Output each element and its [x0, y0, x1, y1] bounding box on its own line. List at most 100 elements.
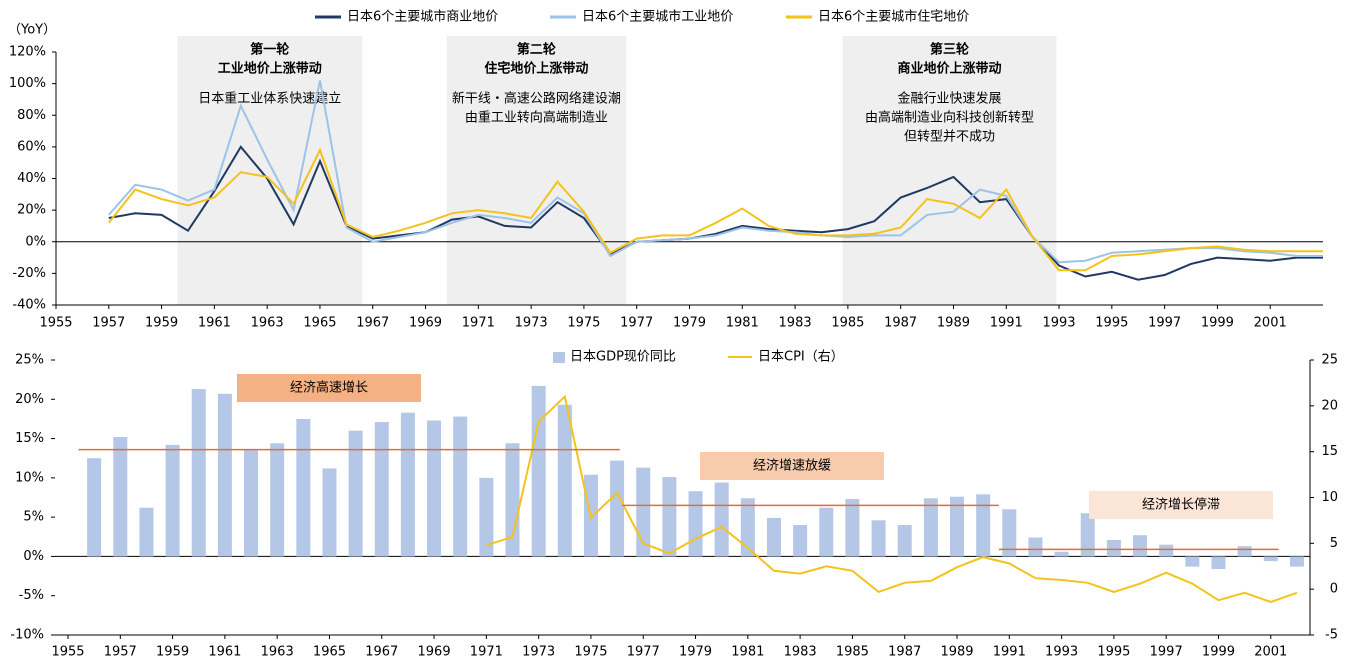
x-tick-label: 1993	[1045, 645, 1078, 660]
bar	[636, 467, 651, 557]
x-tick-label: 1957	[92, 316, 125, 331]
x-tick-label: 1969	[409, 316, 442, 331]
x-tick-label: 1975	[574, 645, 607, 660]
legend-label: 日本6个主要城市工业地价	[582, 9, 733, 25]
legend-label: 日本CPI（右）	[758, 350, 844, 365]
x-tick-label: 1961	[208, 645, 241, 660]
y-tick-label: 100%	[9, 76, 46, 91]
x-tick-label: 1981	[731, 645, 764, 660]
bar	[531, 385, 546, 557]
x-tick-label: 1965	[303, 316, 336, 331]
bar	[165, 444, 180, 557]
bar	[479, 477, 494, 557]
bar	[1263, 556, 1278, 562]
x-tick-label: 2001	[1254, 316, 1287, 331]
period-title: 第三轮	[930, 42, 969, 58]
x-tick-label: 1959	[145, 316, 178, 331]
x-tick-label: 1965	[313, 645, 346, 660]
period-title: 第一轮	[250, 42, 289, 58]
x-tick-label: 1977	[620, 316, 653, 331]
bar	[453, 416, 468, 557]
period-text: 金融行业快速发展	[897, 91, 1001, 107]
bar	[793, 525, 808, 557]
bar	[976, 494, 991, 557]
x-tick-label: 1997	[1148, 316, 1181, 331]
y2-tick-label: 5	[1330, 536, 1338, 551]
y2-tick-label: 15	[1321, 444, 1338, 459]
line-series	[108, 80, 1323, 264]
x-tick-label: 1991	[990, 316, 1023, 331]
bar	[322, 468, 337, 557]
x-tick-label: 1967	[356, 316, 389, 331]
x-tick-label: 1999	[1201, 316, 1234, 331]
period-text: 由重工业转向高端制造业	[465, 110, 608, 126]
phase-label: 经济增速放缓	[753, 459, 831, 474]
x-tick-label: 1985	[831, 316, 864, 331]
bar	[244, 450, 259, 557]
bar	[1054, 551, 1069, 557]
phase-box	[700, 452, 884, 480]
bar	[923, 498, 938, 557]
x-tick-label: 1981	[726, 316, 759, 331]
x-tick-label: 1987	[888, 645, 921, 660]
legend-label: 日本6个主要城市住宅地价	[818, 9, 969, 25]
bar	[139, 507, 154, 557]
y-tick-label: 120%	[9, 45, 46, 60]
bar	[1237, 546, 1252, 557]
x-tick-label: 1973	[515, 316, 548, 331]
legend-label: 日本GDP现价同比	[570, 350, 676, 365]
y-tick-label: 5%	[23, 510, 44, 525]
bar	[374, 422, 389, 557]
x-tick-label: 1977	[627, 645, 660, 660]
x-tick-label: 1971	[462, 316, 495, 331]
y-tick-label: 20%	[15, 392, 44, 407]
bar	[1289, 556, 1304, 567]
period-band	[842, 36, 1057, 305]
y-axis-label: （YoY）	[8, 23, 56, 38]
y-tick-label: 0%	[25, 234, 46, 249]
bar	[505, 443, 520, 557]
x-tick-label: 1995	[1097, 645, 1130, 660]
period-subtitle: 住宅地价上涨带动	[484, 61, 588, 77]
bar	[270, 443, 285, 557]
y-tick-label: -10%	[10, 628, 44, 643]
x-tick-label: 1995	[1095, 316, 1128, 331]
phase-box	[1089, 491, 1273, 519]
period-text: 但转型并不成功	[904, 130, 995, 145]
legend-swatch	[553, 352, 565, 363]
line-series	[486, 394, 1298, 604]
y2-tick-label: -5	[1325, 628, 1338, 643]
y-tick-label: 25%	[15, 353, 44, 368]
bar	[871, 520, 886, 557]
bar	[1106, 539, 1121, 557]
y2-tick-label: 10	[1321, 490, 1338, 505]
phase-label: 经济高速增长	[290, 380, 368, 396]
bar	[1211, 556, 1226, 569]
y-tick-label: -20%	[12, 266, 46, 281]
bar	[714, 482, 729, 557]
period-title: 第二轮	[517, 42, 556, 58]
y-tick-label: -40%	[12, 298, 46, 313]
x-tick-label: 1955	[39, 316, 72, 331]
bar	[296, 418, 311, 557]
y-tick-label: 60%	[17, 139, 46, 154]
x-tick-label: 1989	[940, 645, 973, 660]
period-band	[446, 36, 627, 305]
x-tick-label: 1979	[679, 645, 712, 660]
line-series	[108, 145, 1323, 281]
bar	[348, 430, 363, 557]
y-tick-label: 20%	[17, 203, 46, 218]
y-tick-label: 15%	[15, 431, 44, 446]
x-tick-label: 1975	[567, 316, 600, 331]
phase-box	[237, 374, 421, 402]
bar	[662, 477, 677, 557]
x-tick-label: 1973	[522, 645, 555, 660]
x-tick-label: 1957	[104, 645, 137, 660]
bar	[819, 507, 834, 557]
bar	[557, 404, 572, 557]
x-tick-label: 2001	[1254, 645, 1287, 660]
y-tick-label: 80%	[17, 108, 46, 123]
x-tick-label: 1989	[937, 316, 970, 331]
x-tick-label: 1969	[418, 645, 451, 660]
